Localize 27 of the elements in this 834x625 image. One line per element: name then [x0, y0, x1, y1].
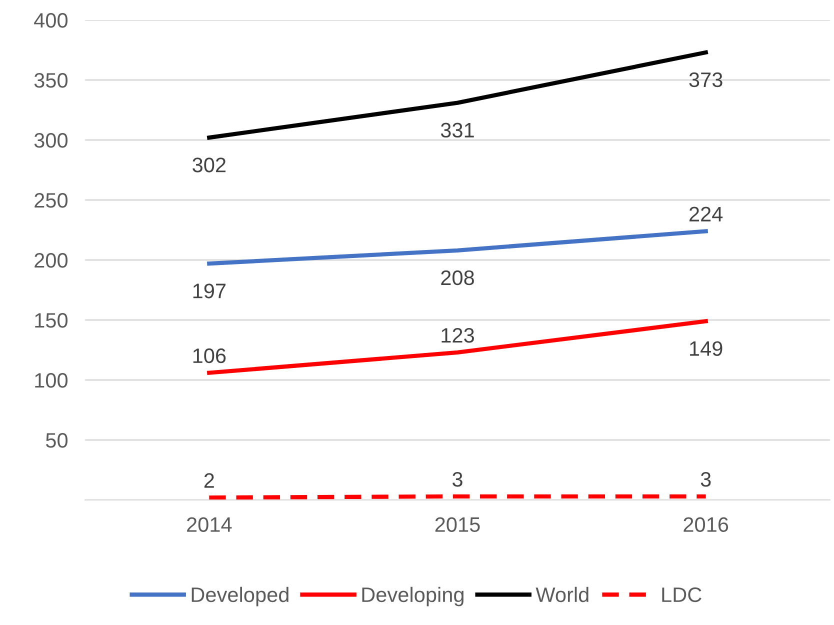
data-label: 208 — [441, 270, 474, 286]
legend-label: LDC — [662, 587, 702, 602]
x-tick-label: 2015 — [435, 517, 480, 532]
data-label: 331 — [440, 122, 474, 138]
y-tick-label: 250 — [34, 193, 68, 208]
y-tick-label: 200 — [34, 253, 68, 268]
data-label: 123 — [442, 328, 474, 343]
y-tick-label: 300 — [34, 133, 68, 148]
legend-label: World — [536, 586, 588, 602]
y-tick-label: 350 — [34, 73, 68, 88]
data-label: 2 — [204, 473, 214, 488]
data-label: 3 — [452, 472, 462, 487]
data-label: 224 — [690, 206, 723, 222]
y-tick-label: 400 — [34, 13, 68, 28]
data-label: 3 — [700, 472, 711, 487]
data-label: 106 — [193, 348, 226, 364]
x-tick-label: 2016 — [684, 517, 728, 532]
legend-label: Developed — [192, 586, 288, 606]
data-label: 197 — [193, 284, 226, 298]
y-tick-label: 50 — [46, 433, 68, 448]
y-tick-label: 100 — [35, 373, 68, 388]
data-label: 149 — [690, 341, 722, 356]
data-label: 302 — [192, 158, 226, 172]
data-label: 373 — [689, 72, 722, 88]
legend-label: Developing — [362, 586, 464, 606]
x-tick-label: 2014 — [187, 517, 232, 532]
y-tick-label: 150 — [35, 313, 68, 328]
